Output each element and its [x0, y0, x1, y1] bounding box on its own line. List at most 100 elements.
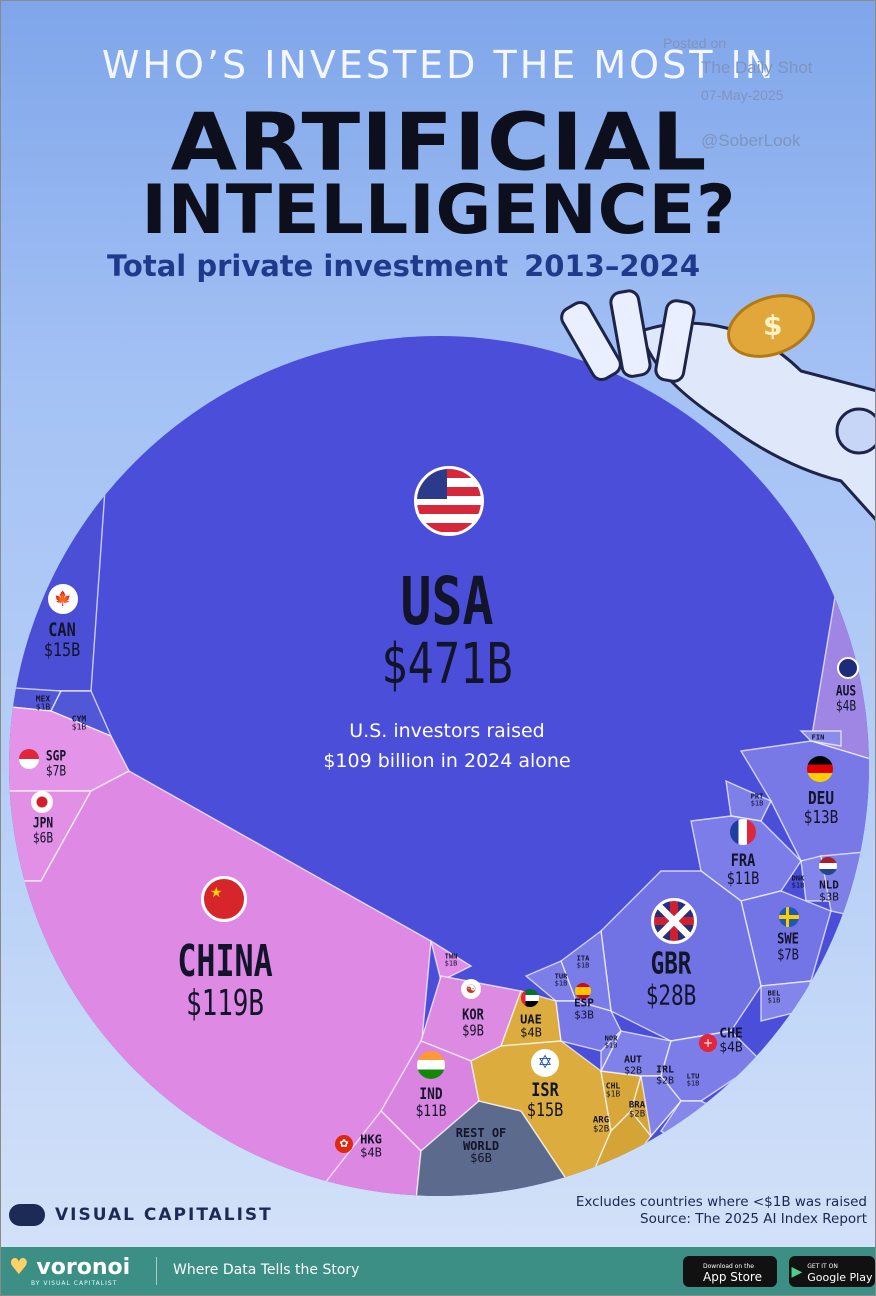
cym-value: $1B — [71, 723, 87, 732]
label-jpn: JPN $6B — [30, 816, 55, 845]
google-play-button[interactable]: ▶ GET IT ON Google Play — [789, 1256, 875, 1287]
uae-code: UAE — [520, 1012, 542, 1027]
cell-mex — [9, 686, 63, 712]
esp-code: ESP — [574, 996, 594, 1010]
label-sgp: SGP $7B — [43, 749, 68, 778]
subtitle-years: 2013–2024 — [524, 249, 701, 283]
cym-code: CYM — [71, 714, 87, 724]
ind-flag-icon — [417, 1051, 445, 1079]
che-value: $4B — [719, 1040, 743, 1055]
vc-brand-text: VISUAL CAPITALIST — [55, 1205, 273, 1225]
label-cym: CYM $1B — [71, 714, 87, 733]
nor-value: $1B — [604, 1042, 618, 1050]
bra-value: $2B — [628, 1110, 646, 1120]
chl-code: CHL — [605, 1081, 621, 1091]
footer-divider — [156, 1257, 157, 1285]
aut-value: $2B — [623, 1065, 643, 1076]
kor-value: $9B — [462, 1021, 484, 1039]
play-icon: ▶ — [791, 1263, 803, 1280]
label-fin: FIN — [812, 733, 825, 741]
label-hkg: HKG $4B — [360, 1133, 382, 1158]
che-flag-icon: + — [699, 1034, 717, 1052]
subtitle: Total private investment 2013–2024 — [107, 249, 700, 283]
watermark-posted: Posted on — [663, 35, 727, 51]
cell-hkg — [309, 1109, 422, 1196]
app-store-button[interactable]: Download on the App Store — [683, 1256, 777, 1287]
hkg-flag-icon: ✿ — [335, 1135, 353, 1153]
irl-code: IRL — [655, 1064, 675, 1076]
ltu-value: $1B — [686, 1080, 700, 1088]
mex-value: $1B — [35, 703, 51, 712]
svg-text:$: $ — [763, 309, 782, 342]
chl-value: $1B — [605, 1090, 621, 1099]
annotation-line-1: U.S. investors raised — [349, 720, 545, 742]
label-swe: SWE $7B — [774, 930, 801, 963]
label-twn: TWN $1B — [444, 953, 458, 969]
visual-capitalist-logo[interactable]: VISUAL CAPITALIST — [9, 1204, 273, 1226]
usa-annotation: U.S. investors raised $109 billion in 20… — [323, 716, 570, 776]
aus-flag-icon — [837, 657, 859, 679]
can-value: $15B — [43, 639, 81, 661]
ltu-code: LTU — [686, 1072, 700, 1081]
china-code: CHINA — [177, 936, 273, 988]
tur-value: $1B — [554, 980, 568, 988]
swe-value: $7B — [777, 945, 799, 963]
twn-value: $1B — [444, 960, 458, 968]
swe-flag-icon — [779, 907, 799, 927]
google-play-label: Google Play — [807, 1270, 873, 1284]
nor-code: NOR — [604, 1034, 618, 1043]
nld-flag-icon — [819, 857, 837, 875]
label-ltu: LTU $1B — [686, 1072, 700, 1089]
cell-twn — [429, 939, 473, 983]
voronoi-text: voronoi — [36, 1255, 131, 1280]
label-dnk: DNK $1B — [791, 874, 805, 891]
bra-code: BRA — [628, 1100, 646, 1111]
hkg-code: HKG — [360, 1132, 382, 1147]
footnote-source: Source: The 2025 AI Index Report — [640, 1211, 867, 1227]
esp-value: $3B — [574, 1008, 594, 1021]
uae-value: $4B — [520, 1025, 542, 1039]
label-bel: BEL $1B — [767, 989, 781, 1006]
label-fra: FRA $11B — [723, 852, 764, 889]
dnk-code: DNK — [791, 874, 805, 883]
label-can: CAN $15B — [39, 619, 85, 661]
sgp-code: SGP — [45, 748, 67, 765]
aus-code: AUS — [835, 683, 857, 700]
che-code: CHE — [719, 1026, 743, 1042]
watermark-handle: @SoberLook — [701, 131, 801, 150]
usa-code: USA — [400, 562, 494, 640]
jpn-code: JPN — [32, 815, 54, 832]
deu-code: DEU — [807, 788, 835, 810]
google-play-small: GET IT ON — [807, 1262, 838, 1270]
label-che: CHE $4B — [719, 1027, 742, 1054]
prt-value: $1B — [750, 800, 764, 808]
can-code: CAN — [48, 619, 76, 642]
aut-code: AUT — [623, 1054, 643, 1066]
watermark-source: The Daily Shot — [701, 58, 813, 77]
label-nor: NOR $1B — [604, 1034, 618, 1051]
voronoi-logo[interactable]: ♥ voronoi — [9, 1255, 130, 1280]
mex-code: MEX — [35, 694, 51, 704]
china-value: $119B — [185, 983, 265, 1025]
isr-code: ISR — [531, 1079, 559, 1102]
watermark-date: 07-May-2025 — [701, 87, 784, 103]
jpn-value: $6B — [32, 830, 54, 846]
bel-code: BEL — [767, 989, 781, 998]
label-uae: UAE $4B — [520, 1013, 542, 1038]
nld-code: NLD — [819, 878, 839, 892]
rest-value: $6B — [470, 1151, 492, 1166]
subtitle-text: Total private investment — [107, 249, 509, 283]
label-arg: ARG $2B — [592, 1116, 610, 1136]
kor-code: KOR — [462, 1005, 484, 1024]
label-prt: PRT $1B — [750, 793, 764, 809]
label-irl: IRL $2B — [655, 1064, 675, 1087]
ita-code: ITA — [576, 954, 590, 963]
ind-value: $11B — [415, 1101, 447, 1120]
dnk-value: $1B — [791, 882, 805, 890]
gbr-flag-icon — [651, 898, 697, 944]
fra-flag-icon — [730, 819, 756, 845]
arg-value: $2B — [592, 1125, 610, 1135]
esp-flag-icon — [575, 983, 591, 999]
china-flag-icon: ★ — [201, 876, 247, 922]
